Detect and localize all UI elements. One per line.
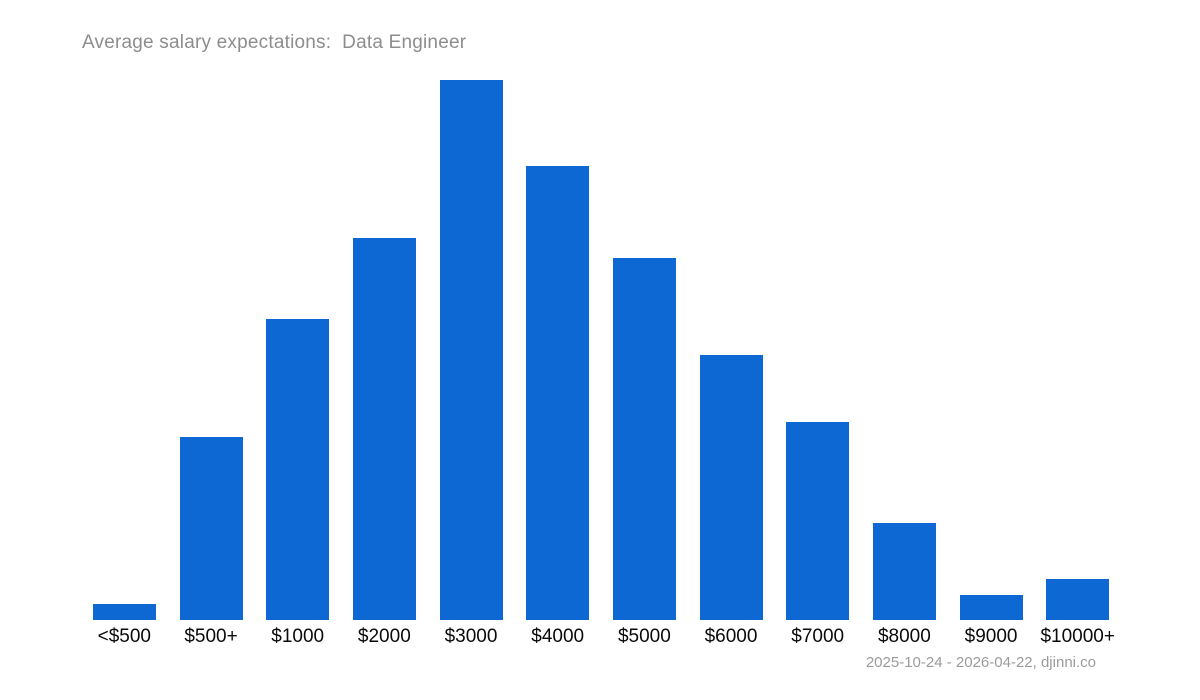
x-tick-label: $1000 <box>271 626 325 647</box>
salary-bar <box>872 523 936 620</box>
bar-column <box>688 80 775 620</box>
bar-column <box>514 80 601 620</box>
salary-bar <box>266 319 330 620</box>
x-tick-label: $10000+ <box>1040 626 1115 647</box>
salary-bar <box>612 258 676 620</box>
salary-bar <box>439 80 503 620</box>
bar-column <box>341 80 428 620</box>
bar-column <box>861 80 948 620</box>
x-tick-label: <$500 <box>97 626 152 647</box>
bar-column <box>601 80 688 620</box>
salary-bar <box>786 422 850 620</box>
bar-column <box>168 80 255 620</box>
chart-footer-note: 2025-10-24 - 2026-04-22, djinni.co <box>865 654 1096 671</box>
x-tick-label: $3000 <box>444 626 498 647</box>
x-tick-label: $7000 <box>791 626 845 647</box>
x-tick-label: $5000 <box>617 626 671 647</box>
chart-title: Average salary expectations: Data Engine… <box>82 32 467 53</box>
salary-bar <box>92 604 156 620</box>
salary-bar <box>699 355 763 620</box>
x-tick-label: $6000 <box>704 626 758 647</box>
bar-column <box>774 80 861 620</box>
bar-column <box>1034 80 1121 620</box>
salary-bar <box>526 166 590 620</box>
salary-bar <box>179 437 243 620</box>
x-tick-label: $4000 <box>531 626 585 647</box>
bar-column <box>81 80 168 620</box>
x-tick-label: $9000 <box>964 626 1018 647</box>
salary-bar <box>959 595 1023 620</box>
bar-plot-area <box>81 80 1121 620</box>
x-axis-labels: <$500 $500+ $1000 $2000 $3000 $4000 $5000 $6000… <box>81 626 1121 648</box>
x-tick-label: $8000 <box>877 626 931 647</box>
bar-column <box>948 80 1035 620</box>
bar-column <box>254 80 341 620</box>
salary-bar <box>1046 579 1110 620</box>
x-tick-label: $2000 <box>357 626 411 647</box>
bar-column <box>428 80 515 620</box>
x-tick-label: $500+ <box>184 626 238 647</box>
salary-bar <box>352 238 416 620</box>
